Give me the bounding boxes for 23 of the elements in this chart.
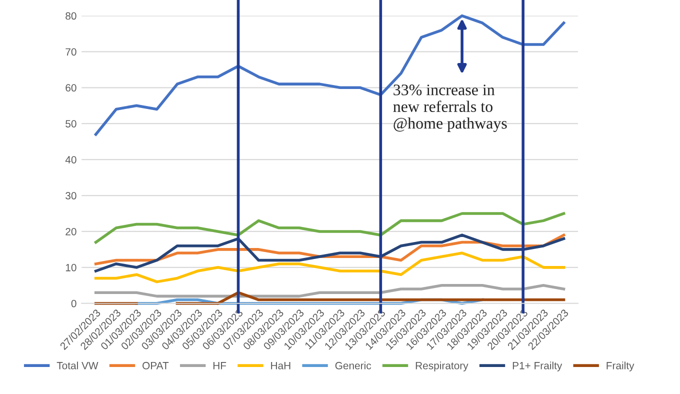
annotation: 33% increase in new referrals to @home pathways xyxy=(393,84,507,132)
line-series xyxy=(94,212,566,244)
y-tick-label: 10 xyxy=(66,264,76,272)
line-series xyxy=(94,234,566,272)
y-tick-label: 30 xyxy=(66,192,76,200)
y-tick-label: 40 xyxy=(65,156,76,164)
legend-label: Frailty xyxy=(606,362,634,372)
y-tick-label: 70 xyxy=(66,48,76,56)
line-series xyxy=(94,284,566,298)
legend-label: OPAT xyxy=(142,362,169,370)
line-series xyxy=(94,252,566,284)
legend-label: Respiratory xyxy=(416,362,468,372)
legend-label: P1+ Frailty xyxy=(512,362,562,372)
y-tick-label: 20 xyxy=(66,228,76,236)
y-tick-label: 60 xyxy=(66,84,76,92)
y-tick-label: 0 xyxy=(71,300,76,308)
legend-label: Generic xyxy=(335,362,372,370)
line-series xyxy=(94,14,566,136)
legend-label: Total VW xyxy=(56,362,98,370)
y-tick-label: 50 xyxy=(66,120,76,128)
legend-label: HaH xyxy=(271,362,290,370)
legend-label: HF xyxy=(213,362,226,370)
y-tick-label: 80 xyxy=(66,12,76,20)
